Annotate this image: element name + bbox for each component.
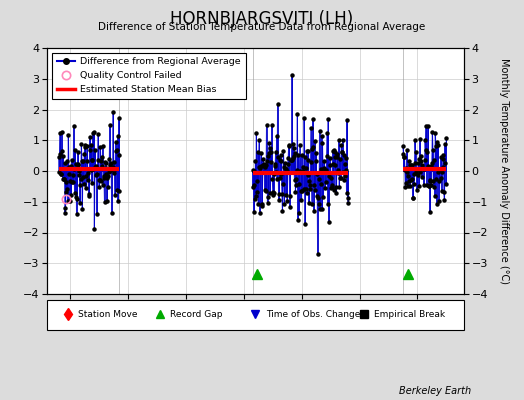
Text: Berkeley Earth: Berkeley Earth (399, 386, 472, 396)
Y-axis label: Monthly Temperature Anomaly Difference (°C): Monthly Temperature Anomaly Difference (… (499, 58, 509, 284)
Legend: Difference from Regional Average, Quality Control Failed, Estimated Station Mean: Difference from Regional Average, Qualit… (52, 53, 246, 99)
Text: HORNBJARGSVITI (LH): HORNBJARGSVITI (LH) (170, 10, 354, 28)
Text: Empirical Break: Empirical Break (374, 310, 445, 319)
Text: Time of Obs. Change: Time of Obs. Change (266, 310, 360, 319)
Text: Difference of Station Temperature Data from Regional Average: Difference of Station Temperature Data f… (99, 22, 425, 32)
Text: Record Gap: Record Gap (170, 310, 223, 319)
Text: Station Move: Station Move (79, 310, 138, 319)
